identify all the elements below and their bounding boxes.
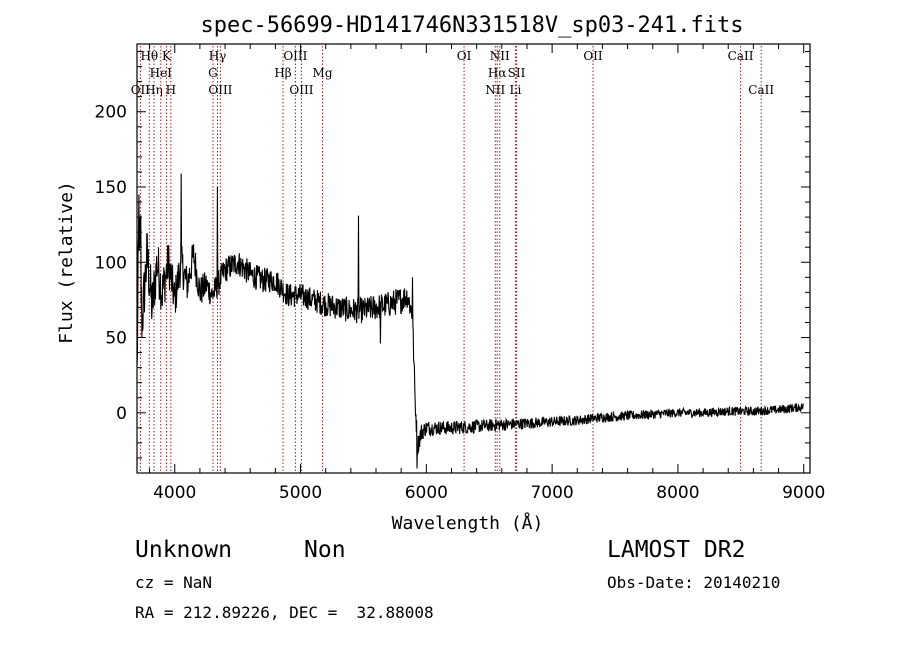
coordinates-label: RA = 212.89226, DEC = 32.88008 [135,603,434,622]
spectral-line-label: G [208,66,218,80]
spectral-line-label: HeI [150,66,173,80]
y-tick-label: 150 [95,178,127,198]
spectral-line-label: NII [485,83,505,97]
x-tick-label: 4000 [153,483,196,503]
obs-date-label: Obs-Date: 20140210 [607,573,781,592]
chart-title: spec-56699-HD141746N331518V_sp03-241.fit… [200,13,743,38]
x-tick-label: 8000 [656,483,699,503]
spectral-line-label: Hβ [274,66,291,80]
spectral-line-label: OIII [283,49,307,63]
spectral-line-label: OII [131,83,151,97]
spectrum-line [136,173,805,469]
spectral-line-label: OIII [289,83,313,97]
x-tick-label: 5000 [279,483,322,503]
y-tick-label: 100 [95,253,127,273]
spectral-line-label: CaII [728,49,754,63]
y-tick-label: 200 [95,103,127,123]
spectral-line-label: K [162,49,172,63]
y-tick-label: 0 [116,404,127,424]
spectral-line-label: Hθ [140,49,158,63]
spectral-line-label: OI [457,49,472,63]
redshift-label: cz = NaN [135,573,213,592]
spectral-line-label: OII [583,49,603,63]
object-class: Unknown [135,537,232,563]
spectral-line-label: Hα [488,66,507,80]
spectral-line-label: Li [509,83,521,97]
spectral-line-label: H [166,83,176,97]
x-tick-label: 9000 [782,483,825,503]
plot-area: HθHηHeIKHOIIHγGOIIIHβOIIIOIIIMgOINIINIIH… [56,43,825,534]
spectral-line-label: Hη [145,83,163,97]
spectral-line-label: OIII [208,83,232,97]
spectral-line-label: CaII [748,83,774,97]
object-subclass: Non [304,537,346,563]
x-tick-label: 7000 [530,483,573,503]
spectral-line-label: Hγ [209,49,227,63]
x-axis-title: Wavelength (Å) [392,512,544,534]
spectral-line-label: SII [508,66,526,80]
survey-label: LAMOST DR2 [607,537,746,563]
plot-frame [136,43,811,474]
spectral-line-label: Mg [313,66,333,80]
y-axis-title: Flux (relative) [56,181,77,344]
x-tick-label: 6000 [405,483,448,503]
spectral-line-label: NII [490,49,510,63]
y-tick-label: 50 [105,329,127,349]
